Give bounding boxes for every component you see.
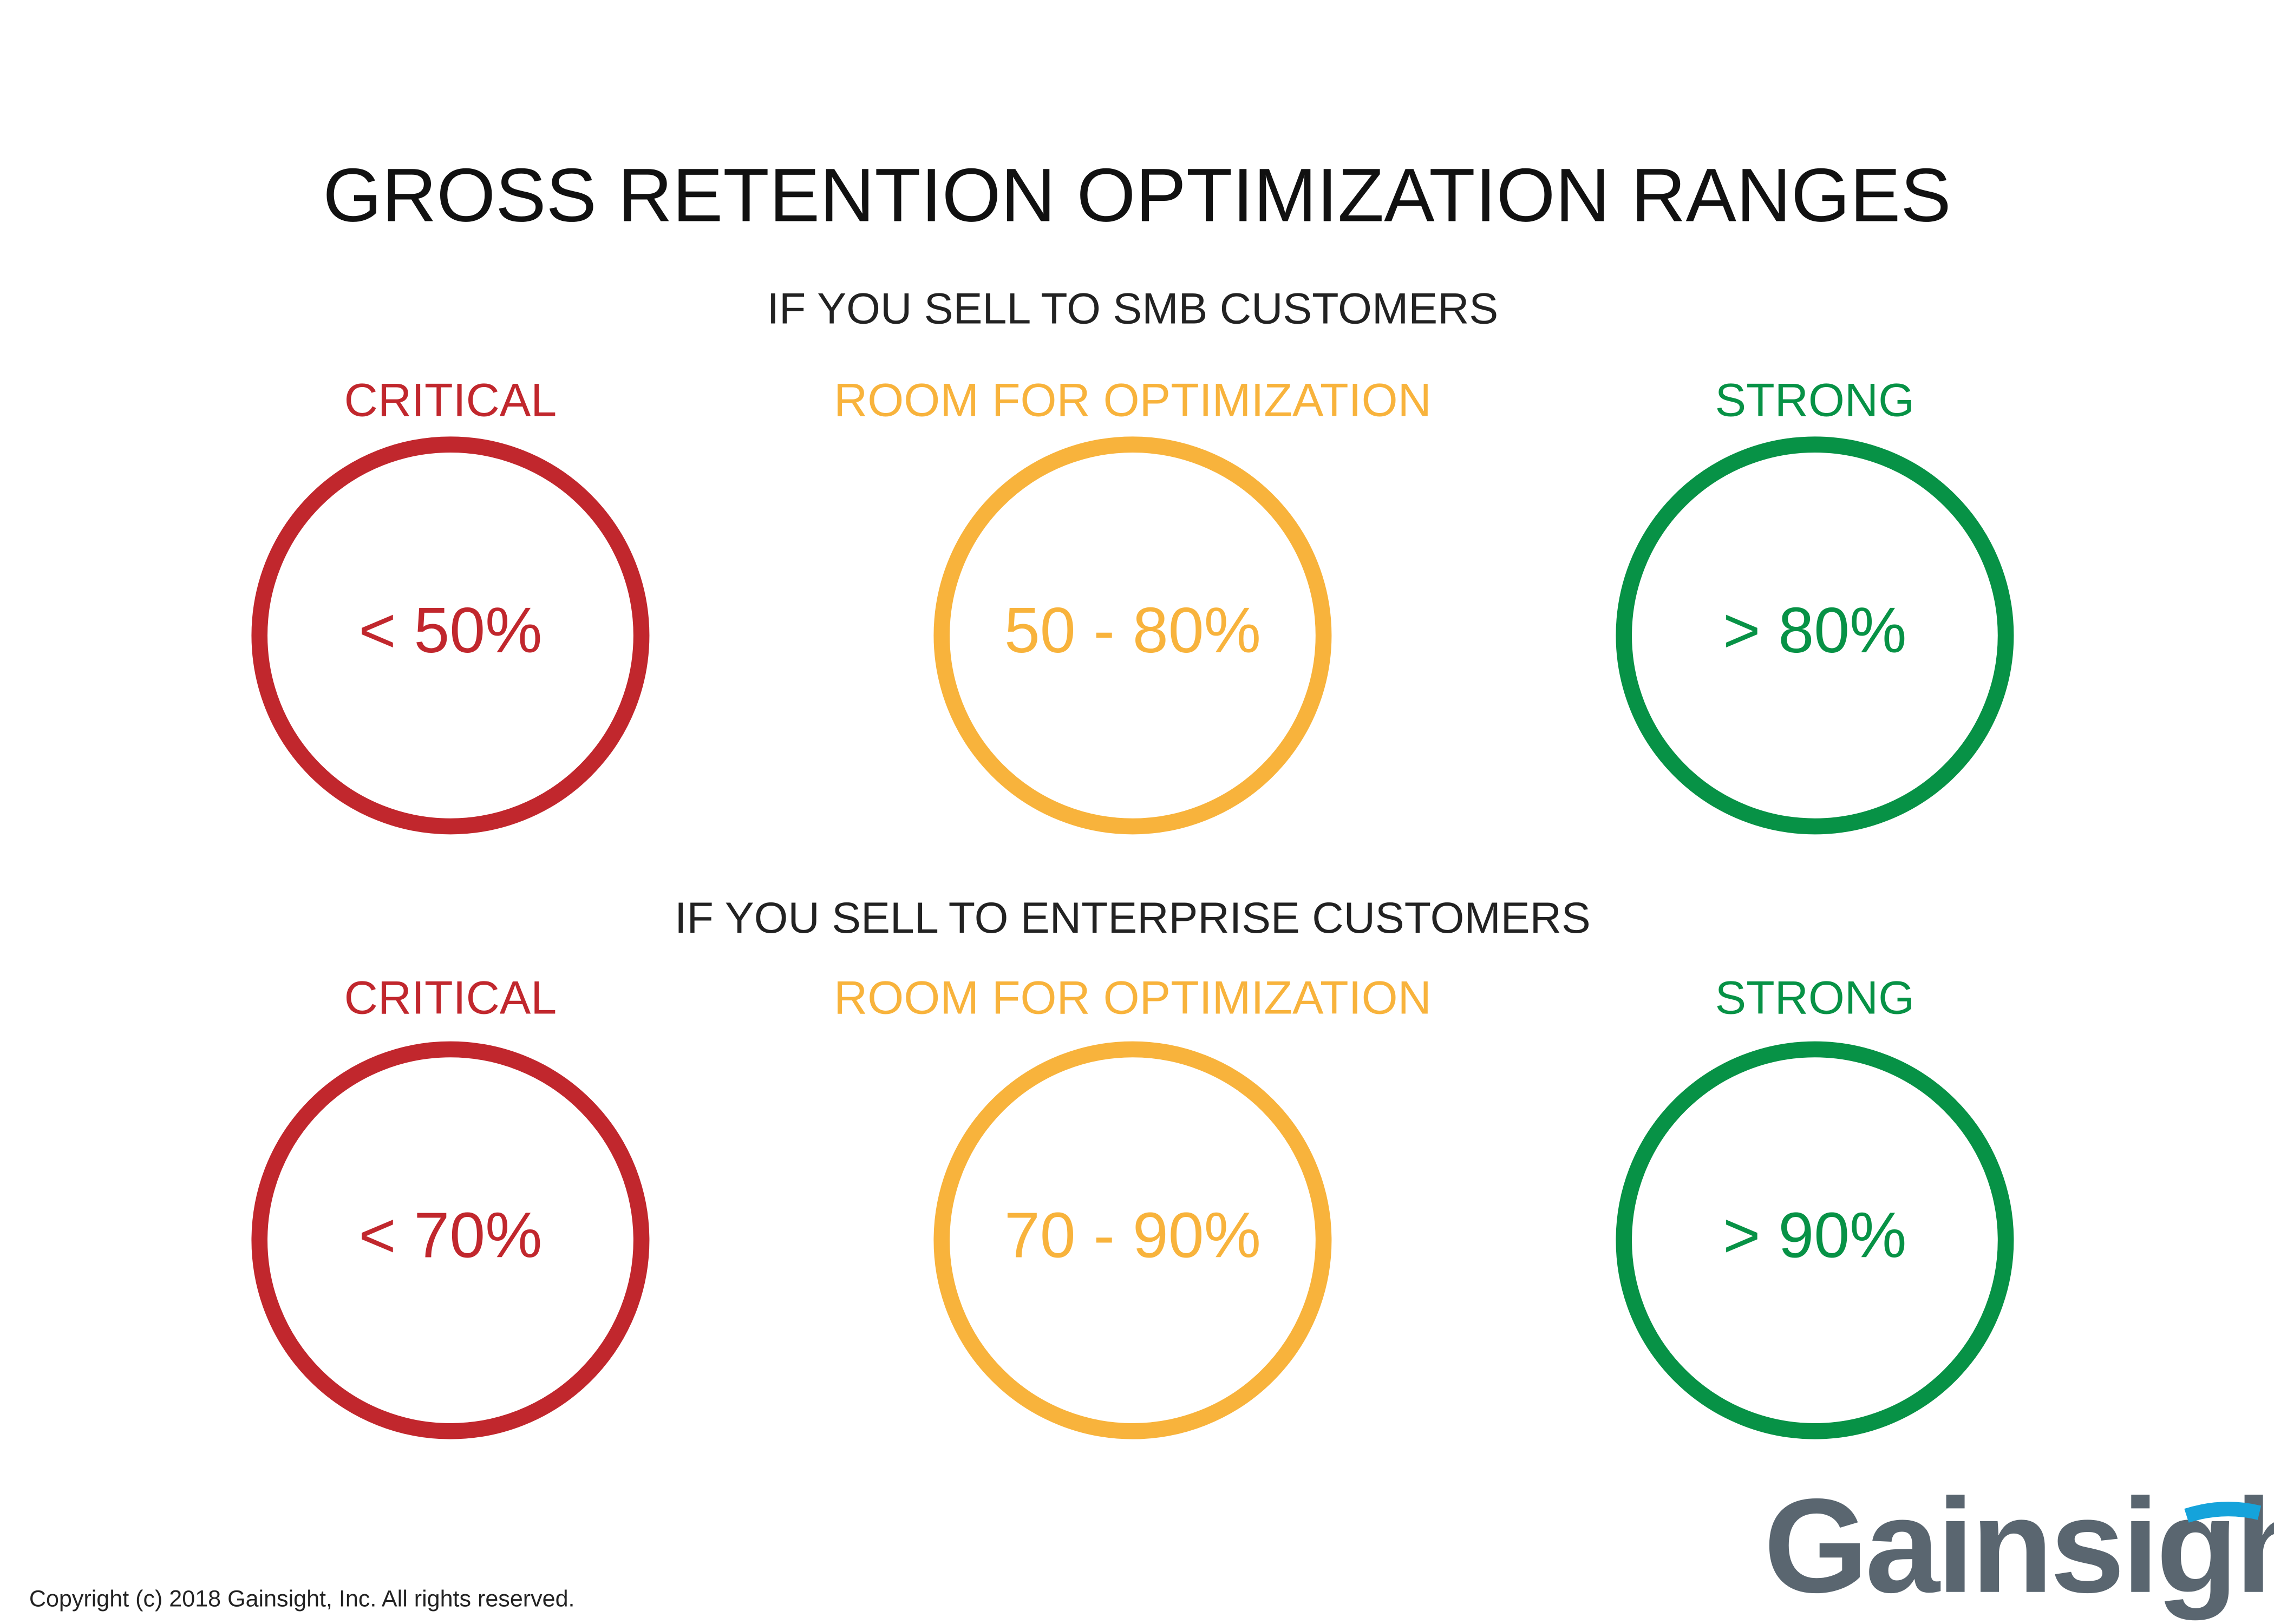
range-label: STRONG [1715,375,1915,427]
range-value: < 50% [358,595,542,666]
range-value: 70 - 90% [1004,1200,1261,1271]
range-circle [251,436,650,835]
range-circle [933,436,1332,835]
range-label: CRITICAL [344,972,557,1024]
range-value: > 80% [1723,595,1906,666]
range-label: STRONG [1715,972,1915,1024]
range-label: ROOM FOR OPTIMIZATION [834,972,1432,1024]
range-label: CRITICAL [344,375,557,427]
section-subtitle: IF YOU SELL TO SMB CUSTOMERS [767,284,1499,333]
range-label: ROOM FOR OPTIMIZATION [834,375,1432,427]
range-circle [251,1041,650,1439]
range-value: > 90% [1723,1200,1906,1271]
range-circle [1616,1041,2014,1439]
range-circle [933,1041,1332,1439]
copyright: Copyright (c) 2018 Gainsight, Inc. All r… [29,1586,575,1612]
range-circle [1616,436,2014,835]
logo: Gainsight [1764,1471,2274,1621]
range-value: < 70% [358,1200,542,1271]
logo-swoosh [2184,1502,2262,1523]
section-subtitle: IF YOU SELL TO ENTERPRISE CUSTOMERS [675,894,1591,942]
title: GROSS RETENTION OPTIMIZATION RANGES [323,153,1951,238]
range-value: 50 - 80% [1004,595,1261,666]
